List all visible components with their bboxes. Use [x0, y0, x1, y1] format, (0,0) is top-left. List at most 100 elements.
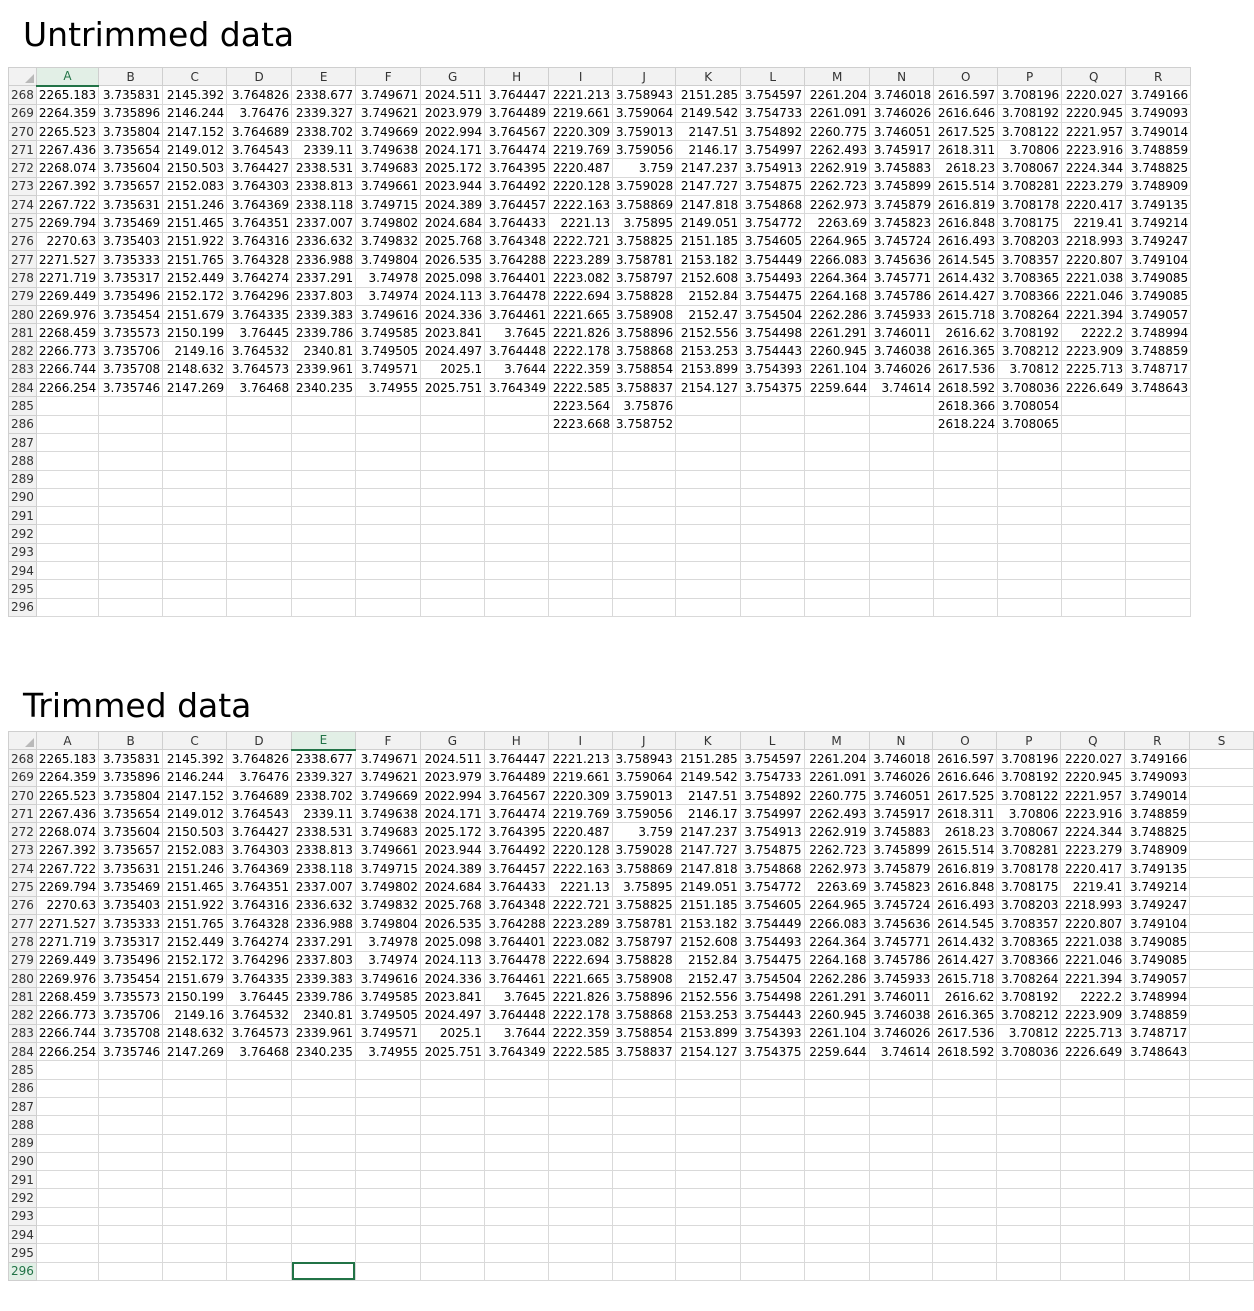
cell[interactable]: 3.764328	[226, 913, 292, 934]
cell[interactable]	[162, 561, 228, 581]
cell[interactable]: 3.735706	[98, 341, 164, 361]
cell[interactable]: 3.74614	[869, 378, 935, 398]
cell[interactable]: 2153.182	[674, 913, 741, 934]
cell[interactable]	[1061, 506, 1127, 526]
cell[interactable]: 3.764395	[484, 158, 550, 178]
cell[interactable]	[1061, 396, 1127, 416]
cell[interactable]	[1189, 1206, 1254, 1227]
cell[interactable]	[484, 451, 550, 471]
cell[interactable]: 3.708192	[997, 103, 1063, 123]
cell[interactable]	[355, 561, 422, 581]
cell[interactable]: 3.735454	[98, 968, 164, 989]
cell[interactable]	[35, 432, 100, 453]
cell[interactable]	[1125, 487, 1192, 508]
cell[interactable]: 2268.074	[35, 822, 100, 842]
cell[interactable]: 2152.84	[675, 286, 742, 306]
cell[interactable]	[226, 1188, 292, 1208]
cell[interactable]	[869, 579, 935, 599]
row-header[interactable]: 268	[8, 749, 37, 769]
cell[interactable]: 3.764401	[483, 932, 549, 952]
cell[interactable]	[420, 451, 486, 471]
cell[interactable]	[1124, 1115, 1191, 1135]
cell[interactable]: 3.758943	[612, 85, 677, 105]
cell[interactable]: 2338.677	[291, 85, 357, 105]
cell[interactable]: 2260.945	[804, 341, 871, 361]
cell[interactable]	[739, 1243, 805, 1263]
cell[interactable]	[291, 1133, 356, 1153]
cell[interactable]: 3.754868	[739, 859, 805, 879]
cell[interactable]	[674, 1206, 741, 1227]
cell[interactable]	[420, 506, 486, 526]
cell[interactable]: 3.745883	[869, 158, 935, 178]
cell[interactable]	[1125, 396, 1192, 416]
cell[interactable]: 2023.979	[420, 103, 486, 123]
cell[interactable]	[226, 506, 293, 526]
cell[interactable]: 2618.592	[933, 378, 999, 398]
cell[interactable]	[483, 1096, 549, 1117]
cell[interactable]: 2271.527	[35, 913, 100, 934]
cell[interactable]	[355, 597, 422, 617]
row-header[interactable]: 295	[8, 1243, 37, 1263]
cell[interactable]	[35, 1261, 100, 1281]
cell[interactable]: 3.764489	[483, 767, 549, 787]
cell[interactable]: 2615.514	[933, 176, 999, 197]
cell[interactable]: 3.754375	[739, 1042, 805, 1062]
column-header-a[interactable]: A	[35, 730, 100, 751]
cell[interactable]: 3.70806	[997, 140, 1063, 160]
cell[interactable]: 3.758828	[611, 950, 676, 970]
cell[interactable]: 2616.62	[933, 323, 999, 343]
cell[interactable]: 3.764448	[484, 341, 550, 361]
cell[interactable]: 2337.007	[291, 877, 356, 897]
cell[interactable]	[162, 579, 228, 599]
cell[interactable]	[162, 1151, 228, 1172]
cell[interactable]: 3.754913	[739, 822, 805, 842]
cell[interactable]: 2223.289	[548, 249, 614, 270]
cell[interactable]	[803, 1261, 870, 1281]
column-header-s[interactable]: S	[1189, 730, 1254, 751]
cell[interactable]: 3.7644	[483, 1023, 549, 1044]
cell[interactable]: 3.708281	[996, 840, 1062, 861]
cell[interactable]	[869, 396, 935, 416]
row-header[interactable]: 287	[8, 1096, 37, 1117]
cell[interactable]	[354, 1096, 421, 1117]
cell[interactable]	[98, 1115, 164, 1135]
cell[interactable]: 2151.185	[675, 231, 742, 251]
cell[interactable]: 2149.16	[162, 1005, 228, 1025]
cell[interactable]: 2147.727	[674, 840, 741, 861]
cell[interactable]: 3.746038	[868, 1005, 934, 1025]
cell[interactable]: 2338.813	[291, 840, 356, 861]
cell[interactable]: 3.749715	[354, 859, 421, 879]
cell[interactable]: 2262.919	[803, 822, 870, 842]
cell[interactable]	[932, 1096, 998, 1117]
cell[interactable]	[35, 506, 100, 526]
cell[interactable]	[1189, 785, 1254, 806]
cell[interactable]	[35, 579, 100, 599]
cell[interactable]	[868, 1261, 934, 1281]
cell[interactable]	[226, 1151, 292, 1172]
cell[interactable]: 2145.392	[162, 85, 228, 105]
cell[interactable]: 3.74974	[355, 286, 422, 306]
cell[interactable]	[612, 597, 677, 617]
row-header[interactable]: 270	[8, 121, 37, 142]
cell[interactable]	[291, 1170, 356, 1190]
cell[interactable]: 3.749104	[1124, 913, 1191, 934]
cell[interactable]	[611, 1133, 676, 1153]
cell[interactable]	[483, 1243, 549, 1263]
cell[interactable]: 2151.246	[162, 859, 228, 879]
cell[interactable]: 3.764567	[484, 121, 550, 142]
cell[interactable]: 2264.364	[804, 268, 871, 288]
cell[interactable]	[612, 469, 677, 489]
cell[interactable]: 2261.204	[804, 85, 871, 105]
cell[interactable]: 3.708175	[996, 877, 1062, 897]
cell[interactable]	[869, 524, 935, 544]
cell[interactable]	[612, 506, 677, 526]
cell[interactable]	[98, 487, 164, 508]
column-header-k[interactable]: K	[675, 66, 742, 87]
cell[interactable]	[1125, 432, 1192, 453]
cell[interactable]: 3.759	[611, 822, 676, 842]
cell[interactable]	[162, 396, 228, 416]
cell[interactable]	[804, 432, 871, 453]
cell[interactable]: 2220.417	[1060, 859, 1126, 879]
cell[interactable]: 2223.082	[548, 268, 614, 288]
cell[interactable]	[98, 597, 164, 617]
